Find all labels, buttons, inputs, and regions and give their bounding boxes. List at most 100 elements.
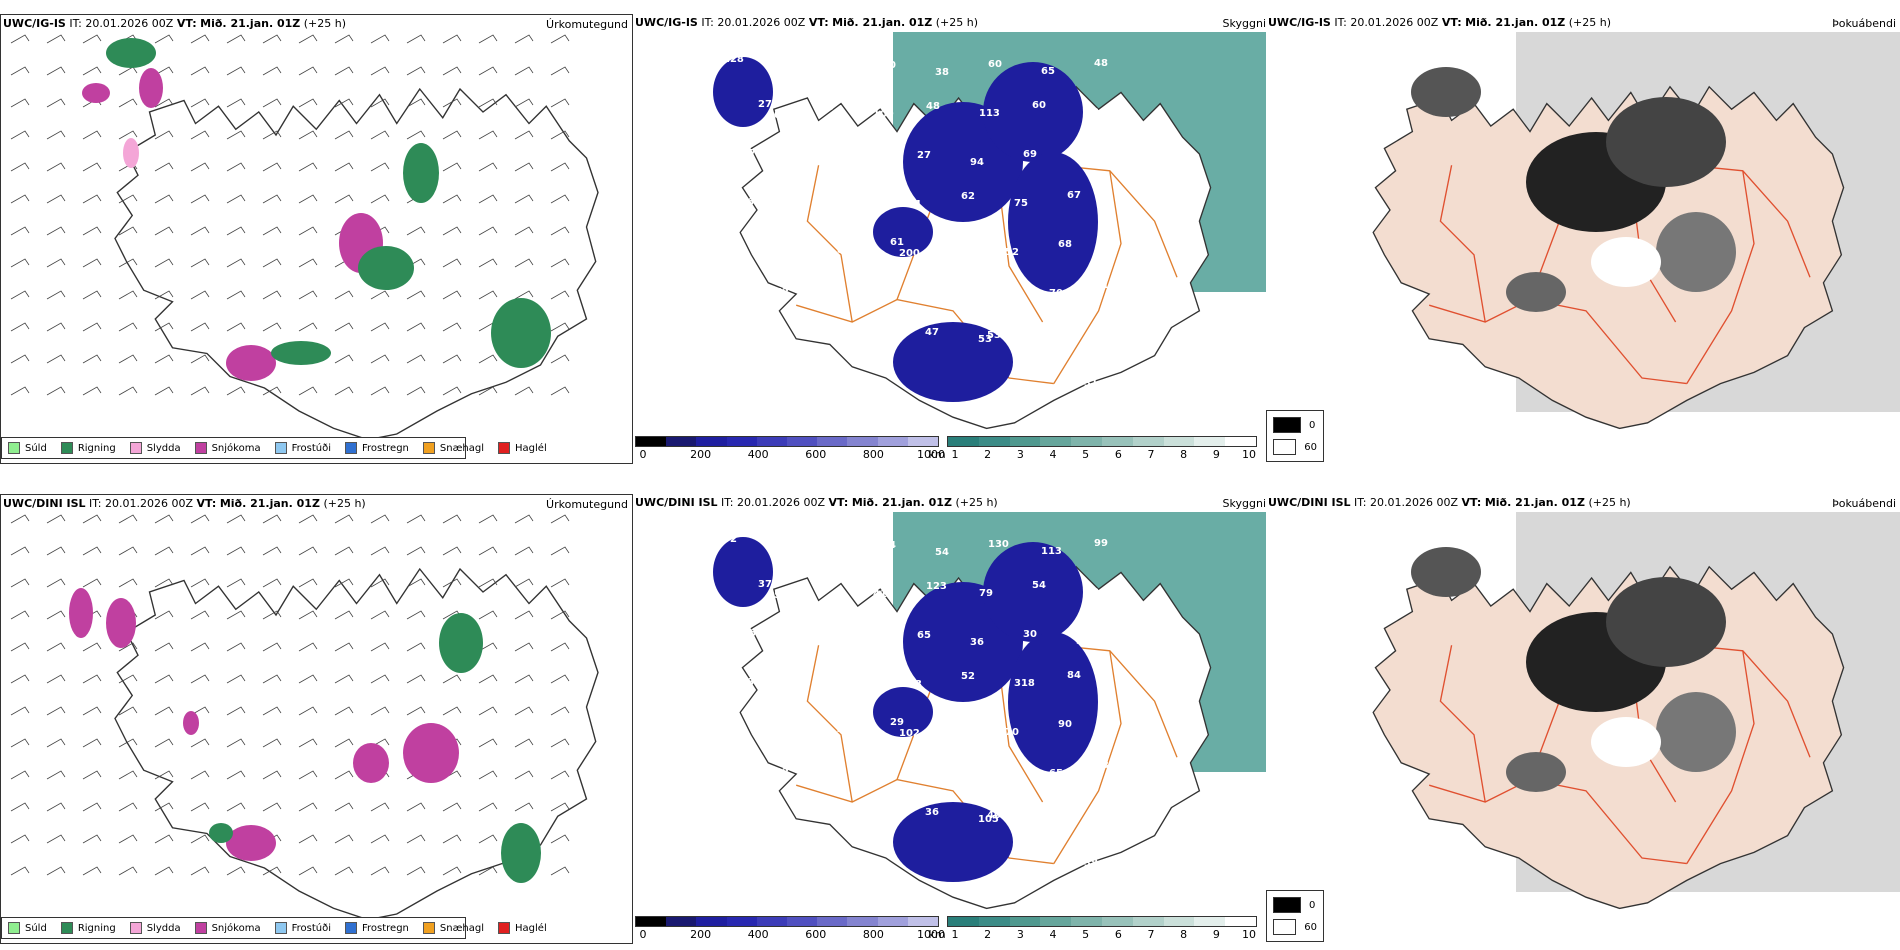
road-line [796, 778, 1054, 865]
wind-barb [46, 834, 66, 844]
wind-barb [406, 706, 426, 716]
wind-barb [334, 770, 354, 780]
wind-barb [46, 290, 66, 300]
cloud-base-label: 36 [970, 637, 984, 648]
wind-barb [334, 386, 354, 396]
cloud-base-label: 62 [961, 191, 975, 202]
cloud-base-label: 30 [1040, 817, 1054, 828]
precip-map[interactable] [1, 33, 633, 443]
wind-barb [370, 706, 390, 716]
precip-map[interactable] [1, 513, 633, 923]
wind-barb [154, 98, 174, 108]
cloud-map[interactable]: 228 120 109 60 38 60 65 48 108 90 109 48 113 60 62 270 6… [633, 32, 1266, 432]
wind-barb [406, 610, 426, 620]
wind-barb [82, 258, 102, 268]
wind-barb [190, 738, 210, 748]
colorbar-cell [1163, 917, 1195, 926]
fog-map[interactable] [1266, 512, 1900, 912]
cloud-base-label: 65 [1041, 66, 1055, 77]
colorbar-cell [1040, 917, 1072, 926]
cloud-base-label: 72 [855, 672, 869, 683]
wind-barb [550, 162, 570, 172]
colorbar-tick: 10 [1242, 448, 1256, 461]
wind-barb [262, 258, 282, 268]
wind-barb [190, 386, 210, 396]
cloud-base-label: 31 [908, 199, 922, 210]
wind-barb [478, 386, 498, 396]
wind-barb [154, 674, 174, 684]
wind-barb [406, 578, 426, 588]
fog-legend-label: 60 [1304, 921, 1317, 933]
wind-barb [478, 674, 498, 684]
road-line [1686, 650, 1755, 864]
cloud-base-label: 86 [819, 328, 833, 339]
cloud-base-label: 41 [873, 589, 887, 600]
wind-barb [334, 578, 354, 588]
cloud-base-label: 92 [723, 534, 737, 545]
precip-area [403, 723, 459, 783]
fog-map[interactable] [1266, 32, 1900, 432]
fog-index-area [1591, 237, 1661, 287]
wind-barb [478, 546, 498, 556]
cloud-base-label: 79 [979, 588, 993, 599]
cloud-base-label: 48 [1094, 58, 1108, 69]
wind-barb [82, 386, 102, 396]
fog-legend-item: 60 [1273, 919, 1317, 935]
wind-barb [118, 674, 138, 684]
precip-area [69, 588, 93, 638]
wind-barb [478, 98, 498, 108]
legend-item: Snæhagl [422, 442, 484, 454]
wind-barb [10, 514, 30, 524]
colorbar-cell [1132, 917, 1164, 926]
cloud-base-label: 88 [766, 336, 780, 347]
colorbar-tick: 8 [1180, 448, 1188, 461]
wind-barb [514, 66, 534, 76]
cloud-base-label: 31 [1084, 378, 1098, 389]
cloud-base-label: 54 [776, 541, 790, 552]
legend-swatch [8, 922, 20, 934]
cloud-base-label: 64 [1076, 156, 1090, 167]
cloud-base-label: 50 [1093, 329, 1107, 340]
wind-barb [118, 770, 138, 780]
fog-index-area [1506, 272, 1566, 312]
panel-title: Skyggni [1222, 497, 1266, 510]
wind-barb [154, 802, 174, 812]
low-cloud-area [1008, 152, 1098, 292]
cloud-base-label: 31 [943, 289, 957, 300]
wind-barb [154, 66, 174, 76]
legend-item: Haglél [498, 922, 547, 934]
legend-item: Snjókoma [194, 922, 261, 934]
wind-barb [514, 642, 534, 652]
wind-barb [550, 130, 570, 140]
road-line [1439, 645, 1486, 803]
wind-barb [478, 610, 498, 620]
fog-legend-swatch [1273, 439, 1297, 455]
legend-swatch [274, 442, 287, 454]
wind-barb [190, 642, 210, 652]
wind-barb [118, 194, 138, 204]
legend-swatch [194, 922, 207, 934]
wind-barb [46, 514, 66, 524]
wind-barb [10, 322, 30, 332]
wind-barb [10, 162, 30, 172]
wind-barb [154, 34, 174, 44]
colorbar-tick: 200 [690, 448, 712, 461]
wind-barb [550, 578, 570, 588]
precip-area [82, 83, 110, 103]
precip-legend: Súld Rigning Slydda Snjókoma Frostúði Frostre… [1, 917, 547, 939]
wind-barb [370, 130, 390, 140]
wind-barb [334, 514, 354, 524]
wind-barb [226, 866, 246, 876]
wind-barb [370, 162, 390, 172]
cloud-base-label: 41 [828, 279, 842, 290]
wind-barb [514, 226, 534, 236]
wind-barb [154, 514, 174, 524]
cloud-base-label: 228 [723, 54, 744, 65]
wind-barb [226, 194, 246, 204]
legend-label: Frostregn [362, 922, 409, 934]
cloud-map[interactable]: 92 54 38 54 54 130 113 99 45 79 41 123 79 54 50 37 131 68… [633, 512, 1266, 912]
colorbar-cell [847, 437, 878, 446]
colorbar-tick: 4 [1049, 928, 1057, 941]
wind-barb [442, 802, 462, 812]
wind-barb [334, 322, 354, 332]
